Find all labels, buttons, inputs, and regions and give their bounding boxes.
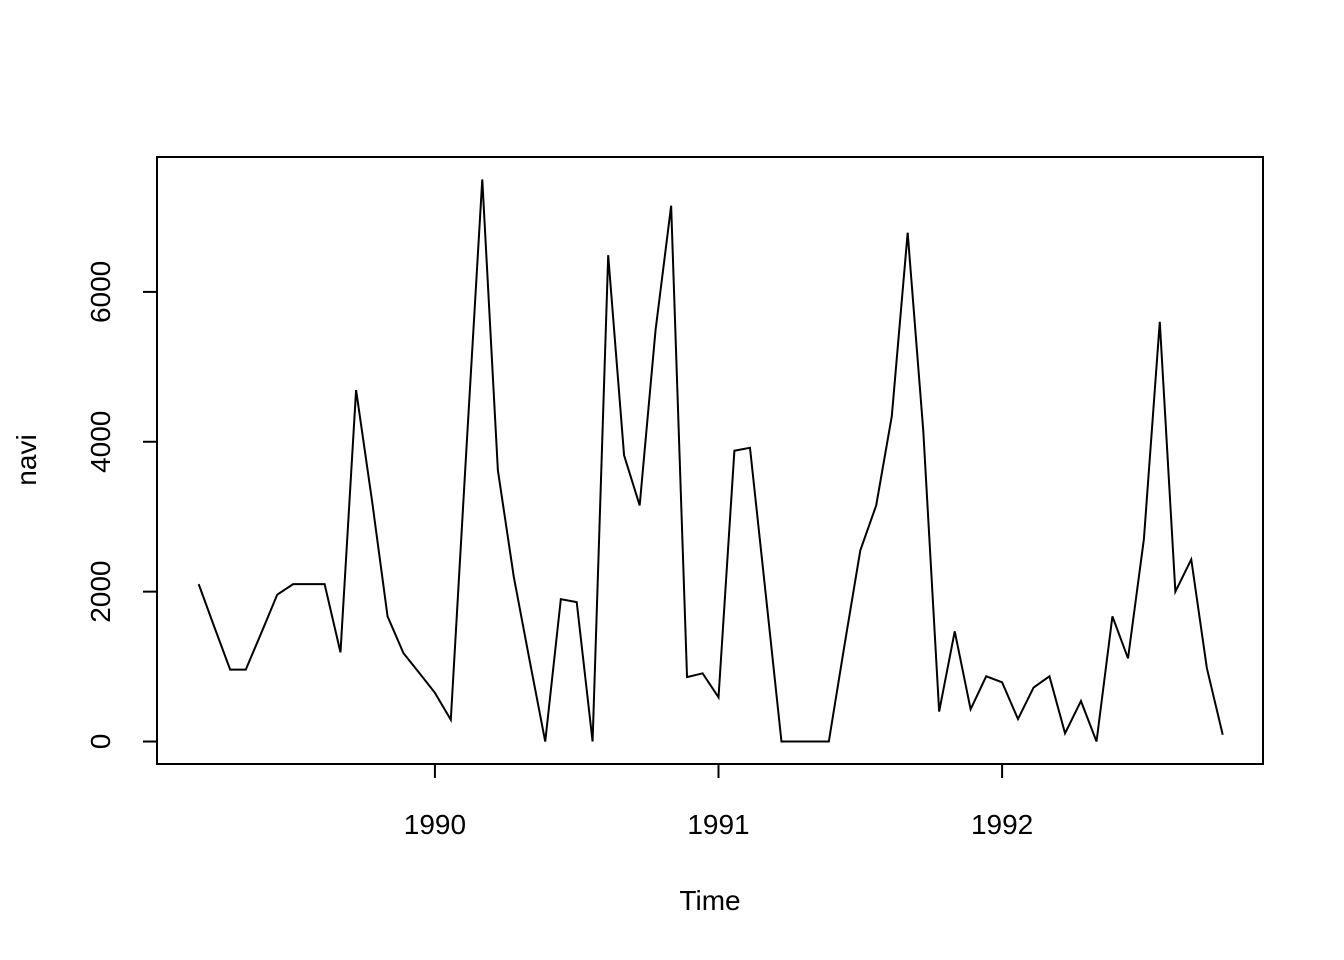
x-tick-label: 1990 [404, 809, 466, 840]
data-line [197, 179, 1224, 743]
y-tick-label: 0 [85, 734, 116, 750]
y-tick-label: 2000 [85, 560, 116, 622]
x-axis-label: Time [679, 885, 740, 916]
y-tick-label: 6000 [85, 261, 116, 323]
plot-box [156, 156, 1264, 765]
x-tick-label: 1992 [971, 809, 1033, 840]
x-tick-label: 1991 [687, 809, 749, 840]
y-axis-label: navi [11, 434, 42, 485]
y-tick-label: 4000 [85, 411, 116, 473]
